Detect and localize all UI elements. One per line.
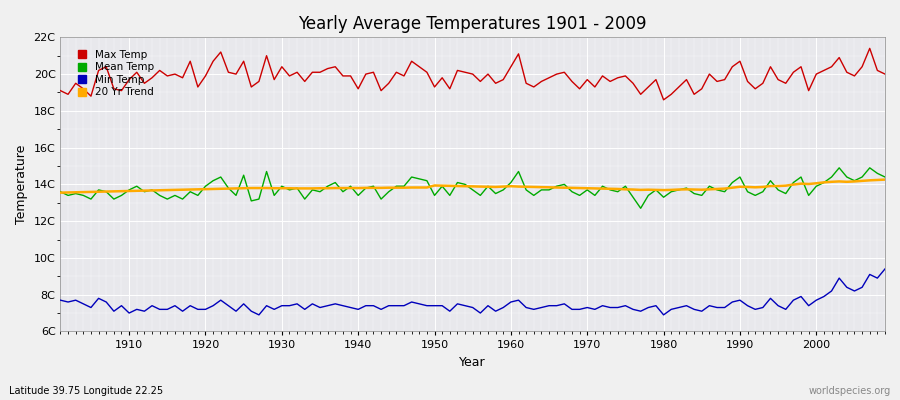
Y-axis label: Temperature: Temperature — [15, 145, 28, 224]
Text: Latitude 39.75 Longitude 22.25: Latitude 39.75 Longitude 22.25 — [9, 386, 163, 396]
Legend: Max Temp, Mean Temp, Min Temp, 20 Yr Trend: Max Temp, Mean Temp, Min Temp, 20 Yr Tre… — [74, 46, 158, 102]
Title: Yearly Average Temperatures 1901 - 2009: Yearly Average Temperatures 1901 - 2009 — [299, 15, 647, 33]
X-axis label: Year: Year — [459, 356, 486, 369]
Text: worldspecies.org: worldspecies.org — [809, 386, 891, 396]
